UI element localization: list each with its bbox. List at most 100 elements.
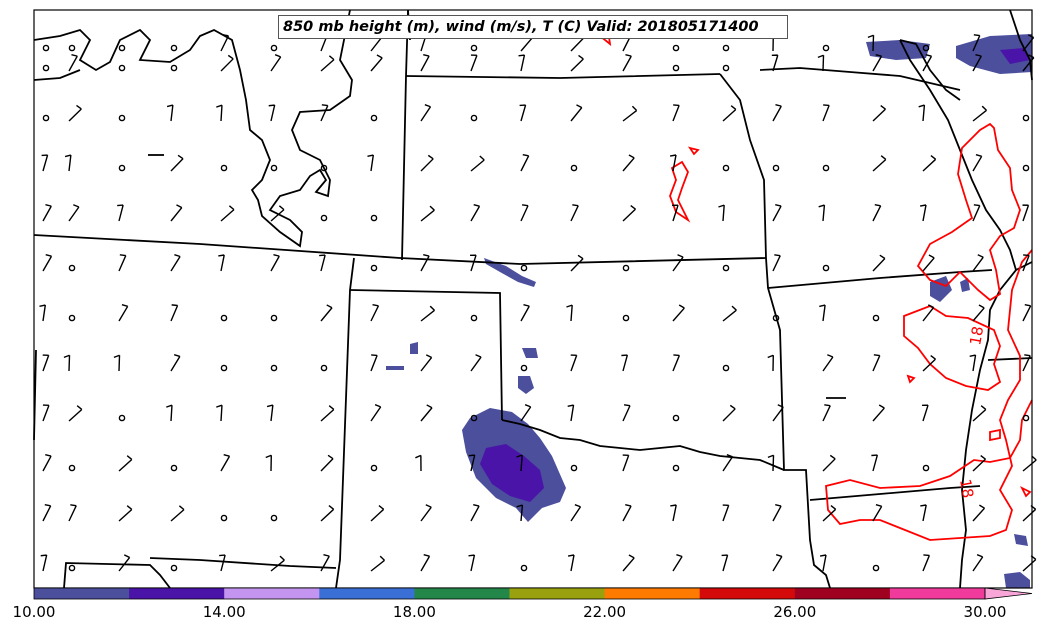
calm-wind-circle bbox=[722, 164, 730, 172]
wind-barb bbox=[570, 354, 578, 372]
temperature-contours bbox=[593, 17, 1033, 541]
wind-barb bbox=[570, 104, 583, 122]
shade-region-ne2 bbox=[956, 34, 1032, 74]
wind-barb bbox=[570, 204, 579, 222]
wind-barb bbox=[216, 104, 223, 122]
temp-contour-mo bbox=[916, 122, 1021, 302]
wind-barb bbox=[320, 505, 335, 522]
border-nm-co-az-ut bbox=[33, 234, 767, 265]
wind-barb bbox=[420, 104, 432, 122]
wind-barb bbox=[118, 303, 129, 322]
wind-barb bbox=[772, 553, 783, 572]
wind-barb bbox=[518, 54, 526, 72]
wind-barb bbox=[63, 354, 71, 372]
wind-barb bbox=[470, 203, 481, 222]
wind-barb bbox=[420, 54, 430, 72]
colorbar bbox=[33, 587, 1033, 600]
border-nm-tx bbox=[335, 257, 355, 589]
wind-barb bbox=[570, 254, 584, 272]
wind-barb bbox=[113, 354, 121, 372]
wind-barb bbox=[270, 54, 282, 72]
wind-barb bbox=[872, 254, 886, 272]
wind-barb bbox=[570, 504, 582, 522]
wind-barb bbox=[622, 154, 635, 172]
border-ia-mo bbox=[759, 67, 961, 91]
temp-contour-east bbox=[825, 249, 1033, 541]
wind-barb bbox=[872, 155, 887, 172]
wind-barb bbox=[822, 354, 834, 372]
colorbar-segment bbox=[224, 588, 320, 599]
wind-barb bbox=[270, 205, 285, 222]
calm-wind-circle bbox=[470, 114, 478, 122]
wind-barb bbox=[672, 354, 681, 372]
wind-barb bbox=[118, 254, 127, 272]
wind-barb bbox=[370, 354, 378, 372]
wind-barb bbox=[822, 505, 837, 522]
calm-wind-circle bbox=[520, 264, 528, 272]
wind-barb bbox=[370, 304, 380, 322]
wind-barb bbox=[319, 254, 326, 272]
wind-barb bbox=[220, 34, 230, 52]
wind-barb bbox=[118, 455, 133, 472]
calm-wind-circle bbox=[1022, 164, 1030, 172]
wind-barb bbox=[470, 254, 477, 272]
calm-wind-circle bbox=[570, 464, 578, 472]
wind-barb bbox=[1022, 304, 1032, 322]
wind-barb bbox=[872, 404, 885, 422]
calm-wind-circle bbox=[320, 164, 328, 172]
calm-wind-circle bbox=[722, 44, 730, 52]
calm-wind-circle bbox=[118, 164, 126, 172]
calm-wind-circle bbox=[118, 414, 126, 422]
wind-barb bbox=[170, 505, 185, 522]
wind-barb bbox=[370, 555, 386, 572]
wind-barb bbox=[520, 303, 530, 322]
wind-barb bbox=[220, 205, 235, 222]
wind-barb bbox=[972, 105, 988, 122]
calm-wind-circle bbox=[922, 464, 930, 472]
wind-barbs bbox=[39, 34, 1037, 572]
wind-barb bbox=[42, 404, 50, 422]
colorbar-tick-label: 18.00 bbox=[392, 603, 436, 621]
colorbar-segment bbox=[604, 588, 701, 599]
wind-barb bbox=[420, 154, 434, 172]
wind-barb bbox=[872, 354, 881, 372]
border-ar-la bbox=[809, 485, 981, 501]
wind-barb bbox=[516, 504, 524, 522]
calm-wind-circle bbox=[470, 414, 478, 422]
wind-barb bbox=[922, 554, 931, 572]
wind-barb bbox=[420, 553, 431, 572]
wind-barb bbox=[470, 54, 478, 72]
wind-barb bbox=[622, 454, 630, 472]
wind-barb bbox=[622, 404, 631, 422]
wind-barb bbox=[216, 404, 223, 422]
calm-wind-circle bbox=[370, 264, 378, 272]
wind-barb bbox=[972, 204, 981, 222]
wind-barb bbox=[470, 354, 482, 372]
wind-barb bbox=[672, 304, 685, 322]
colorbar-segment bbox=[319, 588, 415, 599]
border-tx-nm-bottom bbox=[149, 557, 337, 569]
wind-barb bbox=[320, 104, 329, 122]
shade-region-ks-ok bbox=[484, 258, 536, 287]
calm-wind-circle bbox=[622, 314, 630, 322]
wind-barb bbox=[918, 104, 926, 122]
wind-barb bbox=[819, 554, 827, 572]
wind-barb bbox=[621, 354, 629, 372]
shade-region-ne2-core bbox=[1000, 48, 1030, 64]
calm-wind-circle bbox=[370, 114, 378, 122]
calm-wind-circle bbox=[672, 464, 680, 472]
calm-wind-circle bbox=[170, 44, 178, 52]
wind-barb bbox=[220, 54, 234, 72]
border-red-river bbox=[501, 419, 785, 471]
wind-barb bbox=[64, 154, 72, 172]
calm-wind-circle bbox=[922, 44, 930, 52]
calm-wind-circle bbox=[320, 364, 328, 372]
calm-wind-circle bbox=[68, 44, 76, 52]
wind-barb bbox=[520, 154, 530, 172]
wind-barb bbox=[722, 305, 737, 322]
calm-wind-circle bbox=[118, 114, 126, 122]
shade-region-small1 bbox=[518, 376, 534, 394]
wind-barb bbox=[622, 554, 635, 572]
wind-barb bbox=[872, 503, 883, 522]
calm-wind-circle bbox=[170, 464, 178, 472]
